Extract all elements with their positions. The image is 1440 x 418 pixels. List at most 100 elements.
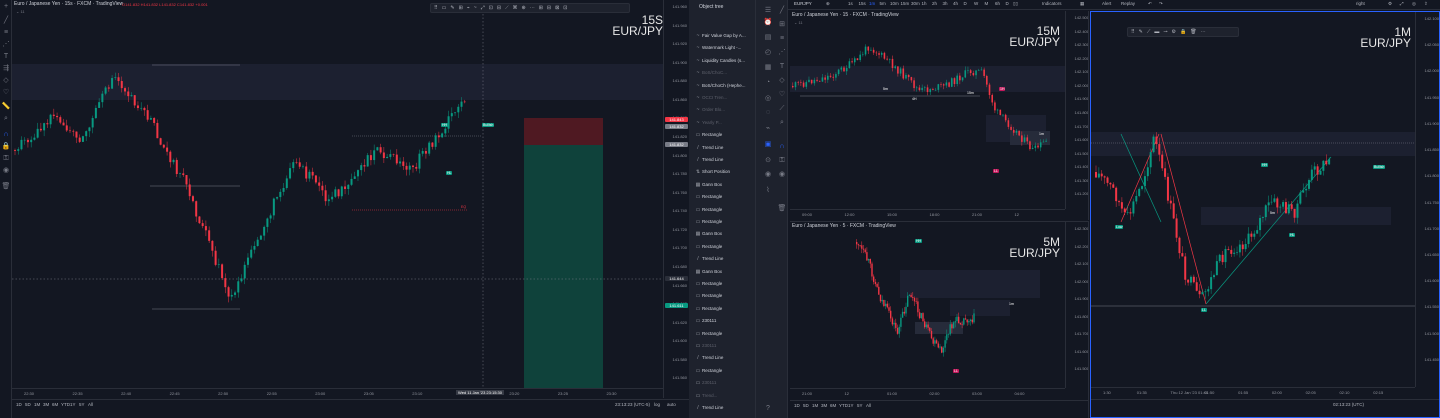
left-chart-15s[interactable]: Euro / Japanese Yen · 15s · FXCM · Tradi… — [12, 0, 689, 410]
prediction-icon[interactable]: ⇶ — [3, 65, 9, 72]
object-tree-item[interactable]: ▭ Rectangle — [689, 303, 755, 315]
chart-5m[interactable]: Euro / Japanese Yen · 5 · FXCM · Trading… — [790, 221, 1089, 418]
watchlist-icon[interactable]: ☰ — [764, 7, 772, 14]
object-tree-item[interactable]: ▭ Rectangle — [689, 204, 755, 216]
interval-button[interactable]: 3M — [821, 403, 828, 408]
left-rail-pattern-icon[interactable]: ⋰ — [778, 49, 786, 56]
object-tree-item[interactable]: / Trend Line — [689, 253, 755, 265]
pulse-icon[interactable]: ⌇ — [766, 187, 770, 194]
object-tree-item[interactable]: ▭ Rectangle — [689, 328, 755, 340]
timeframe-button[interactable]: 6h — [995, 1, 1001, 6]
object-tree-item[interactable]: ▭ Rectangle — [689, 216, 755, 228]
object-tree-item[interactable]: ▭ 230111 — [689, 340, 755, 352]
interval-button[interactable]: 1D — [16, 402, 22, 407]
hotlist-icon[interactable]: ◴ — [764, 49, 772, 56]
object-tree-item[interactable]: / Trend Line — [689, 402, 755, 414]
object-tree-item[interactable]: / Trend Line — [689, 142, 755, 154]
object-tree-item[interactable]: ~ Yearly P... — [689, 117, 755, 129]
timeframe-button[interactable]: 1h — [921, 1, 927, 6]
dom-icon[interactable]: ⊙ — [765, 157, 771, 164]
timeframe-button[interactable]: 10m — [890, 1, 899, 6]
price-scale[interactable]: 142.100 142.050 142.000 141.950 141.900 141.8… — [1415, 12, 1439, 387]
left-rail-magnet-icon[interactable]: ∩ — [779, 143, 785, 150]
object-tree-item[interactable]: ~ OCCI Tren... — [689, 92, 755, 104]
interval-button[interactable]: 5D — [25, 402, 31, 407]
publish-icon[interactable]: ⇪ — [1424, 1, 1428, 6]
left-rail-ruler-icon[interactable]: ⟋ — [779, 105, 785, 112]
interval-button[interactable]: 6M — [830, 403, 837, 408]
timeframe-button[interactable]: 1m — [869, 1, 876, 6]
interval-button[interactable]: YTD — [839, 403, 848, 408]
left-rail-heart-icon[interactable]: ♡ — [778, 91, 786, 98]
left-rail-text-icon[interactable]: T — [779, 63, 785, 70]
symbol-search[interactable]: EURJPY — [794, 1, 812, 6]
interval-button[interactable]: All — [866, 403, 872, 408]
indicator-collapse[interactable]: ⌄ 11 — [16, 9, 25, 14]
timeframe-button[interactable]: M — [984, 1, 989, 6]
broadcast-icon[interactable]: ◉ — [764, 171, 772, 178]
trend-line-icon[interactable]: ╱ — [3, 17, 9, 24]
left-rail-trash-icon[interactable]: 🗑 — [777, 205, 787, 212]
interval-button[interactable]: 1M — [812, 403, 819, 408]
heart-icon[interactable]: ♡ — [2, 89, 10, 96]
timeframe-button[interactable]: 15s — [858, 1, 866, 6]
help-icon[interactable]: ? — [766, 405, 770, 412]
floating-drawing-toolbar-1m[interactable]: ⠿✎⟋▬⊸⚙🔒🗑⋯ — [1127, 27, 1239, 37]
left-rail-zoom-icon[interactable]: ⌕ — [780, 119, 784, 126]
crosshair-icon[interactable]: + — [3, 3, 9, 10]
left-rail-eye-icon[interactable]: ◉ — [778, 171, 786, 178]
log-toggle[interactable]: log — [654, 402, 661, 407]
templates-icon[interactable]: ▦ — [1080, 1, 1085, 6]
timeframe-button[interactable]: 30m — [911, 1, 920, 6]
left-rail-line-icon[interactable]: ╱ — [779, 7, 785, 14]
fullscreen-icon[interactable]: ⤢ — [1400, 1, 1404, 6]
timeframe-button[interactable]: 2h — [932, 1, 938, 6]
floating-drawing-toolbar[interactable]: ⠿▭✎⊞⌁~⤢⊡⊟⟋⌘⊕⋯⊞⊟⊠⊡ — [430, 3, 630, 13]
object-tree-item[interactable]: ~ BoS/ChoCh (Hephe... — [689, 80, 755, 92]
object-tree-item[interactable]: ▭ Rectangle — [689, 191, 755, 203]
indicator-collapse[interactable]: ⌄ 11 — [794, 20, 803, 25]
interval-button[interactable]: 1M — [34, 402, 41, 407]
timeframe-button[interactable]: W — [974, 1, 979, 6]
left-rail-fib-icon[interactable]: ≡ — [779, 35, 785, 42]
interval-button[interactable]: 5D — [803, 403, 809, 408]
object-tree-item[interactable]: ~ Fair Value Gap by A... — [689, 30, 755, 42]
fib-icon[interactable]: ≡ — [3, 29, 9, 36]
chart-1m[interactable]: ⠿✎⟋▬⊸⚙🔒🗑⋯ 1M EUR/JPY Low HH Bullish HL L… — [1090, 11, 1440, 418]
undo-icon[interactable]: ↶ — [1148, 1, 1152, 6]
chart-15m[interactable]: Euro / Japanese Yen · 15 · FXCM · Tradin… — [790, 11, 1089, 220]
object-tree-item[interactable]: ▭ Rectangle — [689, 241, 755, 253]
timeframe-button[interactable]: 5m — [879, 1, 886, 6]
trash-icon[interactable]: 🗑 — [1, 183, 11, 190]
text-icon[interactable]: T — [3, 53, 9, 60]
object-tree-item[interactable]: ▦ Gann Box — [689, 179, 755, 191]
left-rail-shapes-icon[interactable]: ◇ — [779, 77, 785, 84]
replay-button[interactable]: Replay — [1121, 1, 1136, 6]
shapes-icon[interactable]: ◇ — [3, 77, 9, 84]
chat-icon[interactable]: ◎ — [764, 95, 772, 102]
object-tree-item[interactable]: ▭ Rectangle — [689, 290, 755, 302]
streams-icon[interactable]: ◌ — [765, 109, 771, 116]
object-tree-item[interactable]: ⇅ Short Position — [689, 166, 755, 178]
alert-button[interactable]: Alert — [1102, 1, 1112, 6]
camera-icon[interactable]: ◎ — [1412, 1, 1416, 6]
object-tree-item[interactable]: ▭ Rectangle — [689, 129, 755, 141]
ideas-icon[interactable]: ◔ — [765, 79, 771, 86]
timeframe-button[interactable]: 4h — [953, 1, 959, 6]
compare-icon[interactable]: ⊕ — [826, 1, 830, 6]
object-tree-item[interactable]: ▭ 230111 — [689, 377, 755, 389]
interval-button[interactable]: YTD — [61, 402, 70, 407]
time-scale[interactable]: 21:00 12 01:00 02:00 03:00 04:00 — [790, 388, 1065, 399]
redo-icon[interactable]: ↷ — [1159, 1, 1163, 6]
timeframe-button[interactable]: D — [963, 1, 967, 6]
object-tree-item[interactable]: ▦ Gann Box — [689, 266, 755, 278]
interval-button[interactable]: 5Y — [79, 402, 85, 407]
lock-icon[interactable]: ⚿ — [3, 155, 9, 162]
ruler-icon[interactable]: 📏 — [1, 103, 11, 110]
lock-drawing-icon[interactable]: 🔒 — [1, 143, 11, 150]
zoom-icon[interactable]: ⌕ — [4, 115, 8, 122]
price-scale[interactable]: 141.960 141.940 141.920 141.900 141.880 141.8… — [663, 0, 689, 398]
interval-button[interactable]: 1Y — [848, 403, 854, 408]
indicators-button[interactable]: Indicators — [1042, 1, 1062, 6]
object-tree-item[interactable]: ▭ Rectangle — [689, 278, 755, 290]
